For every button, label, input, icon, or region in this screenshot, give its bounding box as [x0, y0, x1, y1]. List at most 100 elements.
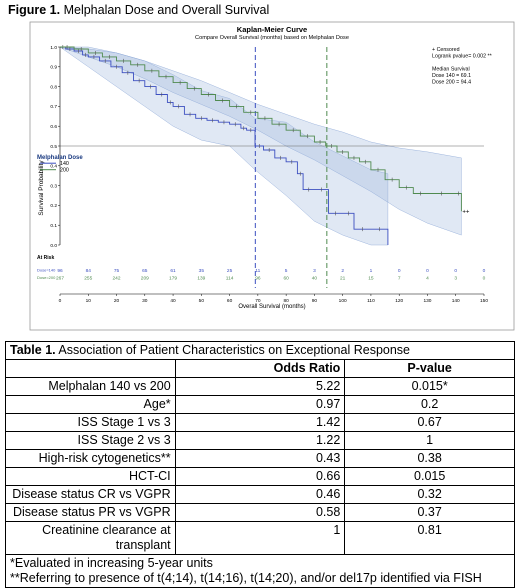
table-row: ISS Stage 1 vs 3 1.42 0.67 — [5, 413, 515, 432]
cell-odds-ratio: 1.42 — [174, 413, 346, 432]
legend-label-200: 200 — [60, 168, 69, 174]
at-risk-value: 84 — [86, 268, 92, 274]
at-risk-value: 35 — [199, 268, 205, 274]
cell-characteristic: ISS Stage 1 vs 3 — [5, 413, 176, 432]
x-tick-label: 40 — [170, 298, 176, 304]
at-risk-value: 0 — [426, 268, 429, 274]
cell-p-value: 1 — [344, 431, 515, 450]
x-tick-label: 110 — [367, 298, 375, 304]
at-risk-value: 3 — [454, 276, 457, 282]
association-table: Table 1. Association of Patient Characte… — [5, 341, 515, 555]
cell-characteristic: Melphalan 140 vs 200 — [5, 377, 176, 396]
at-risk-value: 60 — [283, 276, 289, 282]
cell-characteristic: HCT-CI — [5, 467, 176, 486]
table-caption-label: Table 1. — [10, 343, 56, 357]
cell-odds-ratio: 0.97 — [174, 395, 346, 414]
at-risk-value: 139 — [197, 276, 205, 282]
cell-odds-ratio: 0.46 — [174, 485, 346, 504]
y-tick-label: 0.4 — [50, 164, 57, 170]
cell-odds-ratio: 0.66 — [174, 467, 346, 486]
x-tick-label: 30 — [142, 298, 148, 304]
x-tick-label: 0 — [59, 298, 62, 304]
x-tick-label: 70 — [255, 298, 261, 304]
cell-characteristic: Disease status CR vs VGPR — [5, 485, 176, 504]
kaplan-meier-chart: Kaplan-Meier Curve Compare Overall Survi… — [29, 21, 515, 331]
x-tick-label: 150 — [480, 298, 488, 304]
figure-title: Melphalan Dose and Overall Survival — [63, 3, 270, 17]
cell-p-value: 0.2 — [344, 395, 515, 414]
cell-characteristic: ISS Stage 2 vs 3 — [5, 431, 176, 450]
table-row: Creatinine clearance at transplant 1 0.81 — [5, 521, 515, 555]
at-risk-value: 0 — [483, 268, 486, 274]
x-tick-label: 50 — [199, 298, 205, 304]
y-tick-label: 0.1 — [50, 223, 57, 229]
at-risk-value: 75 — [114, 268, 120, 274]
cell-p-value: 0.32 — [344, 485, 515, 504]
at-risk-value: 179 — [169, 276, 177, 282]
chart-subtitle: Compare Overall Survival (months) based … — [195, 35, 349, 41]
at-risk-value: 7 — [398, 276, 401, 282]
at-risk-value: 0 — [483, 276, 486, 282]
cell-characteristic: High-risk cytogenetics** — [5, 449, 176, 468]
legend-title: Melphalan Dose — [37, 155, 83, 161]
y-tick-label: 0.0 — [50, 243, 57, 249]
cell-odds-ratio: 0.43 — [174, 449, 346, 468]
y-tick-label: 0.7 — [50, 104, 57, 110]
at-risk-value: 40 — [312, 276, 318, 282]
inset-line: Dose 140 = 69.1 — [432, 73, 471, 79]
cell-odds-ratio: 0.58 — [174, 503, 346, 522]
x-tick-label: 60 — [227, 298, 233, 304]
inset-line: Dose 200 = 94.4 — [432, 80, 471, 86]
at-risk-value: 1 — [370, 268, 373, 274]
at-risk-value: 96 — [255, 276, 261, 282]
x-tick-label: 10 — [86, 298, 92, 304]
at-risk-value: 11 — [255, 268, 260, 274]
at-risk-value: 21 — [340, 276, 346, 282]
y-tick-label: 0.9 — [50, 65, 57, 71]
survival-curve-140 — [60, 46, 389, 245]
inset-line: Median Survival — [432, 67, 470, 73]
at-risk-value: 61 — [170, 268, 176, 274]
cell-odds-ratio: 5.22 — [174, 377, 346, 396]
y-tick-label: 0.6 — [50, 124, 57, 130]
chart-frame — [29, 21, 515, 331]
at-risk-value: 114 — [226, 276, 234, 282]
header-characteristic — [5, 359, 176, 378]
cell-p-value: 0.67 — [344, 413, 515, 432]
cell-characteristic: Age* — [5, 395, 176, 414]
x-tick-label: 100 — [339, 298, 347, 304]
at-risk-value: 209 — [141, 276, 149, 282]
cell-p-value: 0.015* — [344, 377, 515, 396]
figure-label: Figure 1. — [8, 3, 61, 17]
at-risk-value: 0 — [398, 268, 401, 274]
cell-p-value: 0.015 — [344, 467, 515, 486]
at-risk-value: 242 — [113, 276, 121, 282]
at-risk-value: 3 — [313, 268, 316, 274]
at-risk-value: 25 — [227, 268, 233, 274]
table-note: *Evaluated in increasing 5-year units — [10, 556, 213, 570]
cell-p-value: 0.38 — [344, 449, 515, 468]
x-tick-label: 80 — [283, 298, 289, 304]
x-tick-label: 90 — [312, 298, 318, 304]
y-tick-label: 1.0 — [50, 45, 57, 51]
confidence-band-140 — [59, 46, 389, 246]
at-risk-value: 255 — [84, 276, 92, 282]
at-risk-value: 96 — [57, 268, 63, 274]
cell-p-value: 0.81 — [344, 521, 515, 555]
inset-line: Logrank pvalue= 0.002 ** — [432, 54, 492, 60]
table-caption-text: Association of Patient Characteristics o… — [58, 343, 410, 357]
y-axis-label: Survival Probability — [38, 160, 45, 216]
at-risk-value: 5 — [285, 268, 288, 274]
at-risk-value: 65 — [142, 268, 148, 274]
survival-curve-200 — [60, 46, 462, 212]
x-tick-label: 130 — [423, 298, 431, 304]
chart-title: Kaplan-Meier Curve — [237, 25, 307, 34]
y-tick-label: 0.8 — [50, 84, 57, 90]
table-row: Disease status PR vs VGPR 0.58 0.37 — [5, 503, 515, 522]
y-tick-label: 0.2 — [50, 203, 57, 209]
table-row: Disease status CR vs VGPR 0.46 0.32 — [5, 485, 515, 504]
table-caption: Table 1. Association of Patient Characte… — [5, 341, 515, 360]
